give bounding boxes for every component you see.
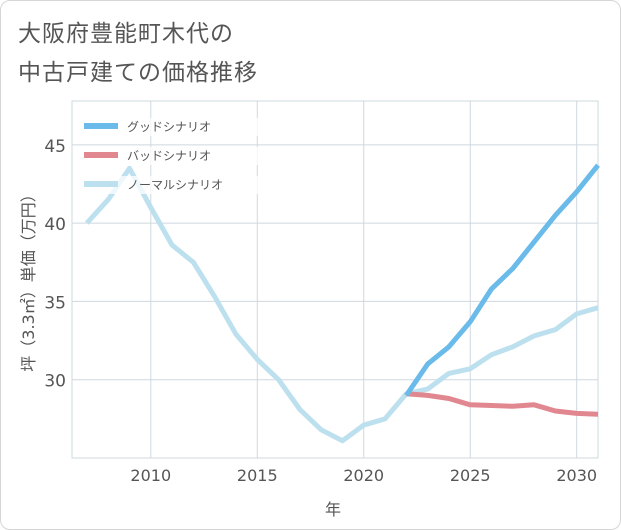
legend-label: ノーマルシナリオ (127, 178, 223, 192)
y-tick-label: 35 (44, 293, 66, 313)
legend-item-bg (82, 118, 264, 136)
x-tick-label: 2010 (130, 466, 171, 485)
x-tick-labels: 2010 2015 2020 2025 2030 (130, 466, 597, 485)
series-line-1 (406, 391, 599, 417)
legend-item-bg (82, 176, 264, 194)
x-tick-label: 2025 (450, 466, 491, 485)
x-tick-label: 2020 (343, 466, 384, 485)
chart-title-line-2: 中古戸建ての価格推移 (18, 60, 258, 86)
series-lines (85, 163, 600, 444)
legend-item-bg (82, 147, 264, 165)
y-axis-label: 坪（3.3㎡）単価（万円） (19, 186, 38, 371)
x-tick-label: 2030 (556, 466, 597, 485)
y-tick-label: 40 (44, 215, 66, 235)
y-tick-label: 45 (44, 137, 66, 157)
x-axis-label: 年 (325, 500, 341, 519)
y-tick-label: 30 (44, 372, 66, 392)
legend-label: バッドシナリオ (127, 149, 211, 163)
y-tick-labels: 30 35 40 45 (44, 137, 66, 392)
series-line-0 (404, 163, 600, 397)
chart-title-line-1: 大阪府豊能町木代の (18, 21, 234, 47)
legend-label: グッドシナリオ (127, 120, 211, 134)
x-tick-label: 2015 (237, 466, 278, 485)
series-line-2 (85, 165, 599, 444)
